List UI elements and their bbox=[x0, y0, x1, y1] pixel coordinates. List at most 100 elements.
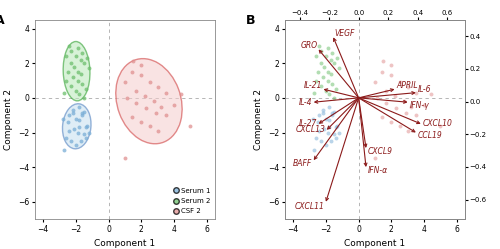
Point bbox=[68, 108, 76, 112]
Point bbox=[372, 96, 380, 100]
Point bbox=[312, 136, 320, 140]
Point bbox=[330, 110, 338, 114]
Point bbox=[67, 139, 75, 143]
Point bbox=[335, 66, 343, 70]
Point bbox=[80, 96, 88, 100]
Point bbox=[128, 70, 136, 74]
Point bbox=[310, 148, 318, 152]
Point bbox=[67, 49, 75, 53]
Point bbox=[67, 84, 75, 88]
Point bbox=[396, 80, 404, 84]
Point bbox=[60, 91, 68, 95]
Point bbox=[80, 132, 88, 136]
Point bbox=[330, 61, 338, 65]
Point bbox=[66, 113, 74, 117]
Point bbox=[379, 60, 387, 63]
Point bbox=[82, 87, 90, 91]
Point bbox=[60, 148, 68, 152]
Point bbox=[66, 44, 74, 48]
Point bbox=[310, 91, 318, 95]
Point bbox=[407, 105, 415, 109]
Point bbox=[388, 73, 396, 77]
Point bbox=[84, 124, 92, 127]
Point bbox=[328, 51, 336, 55]
Point bbox=[75, 92, 83, 96]
Point bbox=[312, 78, 320, 82]
Point bbox=[142, 106, 150, 110]
Point bbox=[328, 112, 336, 116]
Text: GRO: GRO bbox=[300, 41, 318, 50]
Point bbox=[325, 105, 333, 109]
Point bbox=[78, 112, 86, 116]
Point bbox=[70, 127, 78, 131]
Point bbox=[322, 54, 330, 58]
Point bbox=[400, 99, 408, 103]
Point bbox=[396, 124, 404, 127]
Text: APRIL: APRIL bbox=[396, 81, 418, 90]
Point bbox=[74, 130, 82, 134]
Point bbox=[82, 125, 90, 129]
Point bbox=[322, 117, 330, 121]
Text: VEGF: VEGF bbox=[334, 29, 354, 38]
Point bbox=[388, 120, 396, 124]
Point bbox=[121, 157, 129, 161]
Point bbox=[317, 139, 325, 143]
Point bbox=[324, 78, 332, 82]
Point bbox=[68, 75, 76, 79]
Point bbox=[318, 108, 326, 112]
Point bbox=[325, 92, 333, 96]
Y-axis label: Component 2: Component 2 bbox=[254, 89, 262, 150]
Point bbox=[129, 60, 137, 63]
Point bbox=[157, 105, 165, 109]
Point bbox=[80, 61, 88, 65]
Text: IL-21: IL-21 bbox=[304, 81, 322, 90]
Point bbox=[420, 103, 428, 107]
Point bbox=[318, 112, 326, 116]
Point bbox=[334, 124, 342, 127]
Point bbox=[72, 54, 80, 58]
Point bbox=[392, 106, 400, 110]
Point bbox=[317, 84, 325, 88]
Point bbox=[371, 80, 379, 84]
Point bbox=[152, 112, 160, 116]
Point bbox=[70, 65, 78, 69]
Point bbox=[324, 70, 332, 74]
Text: IFN-α: IFN-α bbox=[368, 166, 388, 175]
Point bbox=[62, 136, 70, 140]
Point bbox=[64, 120, 72, 124]
Point bbox=[67, 61, 75, 65]
Point bbox=[170, 103, 178, 107]
Point bbox=[128, 115, 136, 119]
Text: CXCL10: CXCL10 bbox=[422, 119, 452, 128]
Ellipse shape bbox=[116, 59, 182, 144]
Point bbox=[330, 96, 338, 100]
Point bbox=[332, 125, 340, 129]
Point bbox=[84, 56, 92, 60]
Text: CXCL9: CXCL9 bbox=[368, 147, 392, 156]
Point bbox=[312, 54, 320, 58]
Point bbox=[150, 99, 158, 103]
Point bbox=[132, 89, 140, 93]
Point bbox=[75, 118, 83, 122]
Ellipse shape bbox=[62, 104, 91, 149]
Point bbox=[327, 58, 335, 62]
Point bbox=[62, 78, 70, 82]
Point bbox=[309, 117, 317, 121]
Text: IL-27: IL-27 bbox=[298, 119, 317, 128]
Point bbox=[334, 56, 342, 60]
Point bbox=[78, 113, 86, 117]
Point bbox=[59, 117, 67, 121]
Point bbox=[80, 110, 88, 114]
Point bbox=[85, 66, 93, 70]
Point bbox=[316, 44, 324, 48]
Point bbox=[72, 89, 80, 93]
Point bbox=[412, 113, 420, 117]
Legend: Serum 1, Serum 2, CSF 2: Serum 1, Serum 2, CSF 2 bbox=[173, 187, 212, 216]
Text: A: A bbox=[0, 14, 5, 27]
Point bbox=[404, 85, 411, 89]
Point bbox=[332, 136, 340, 140]
Point bbox=[317, 49, 325, 53]
Point bbox=[322, 89, 330, 93]
Point bbox=[378, 70, 386, 74]
Point bbox=[316, 129, 324, 133]
